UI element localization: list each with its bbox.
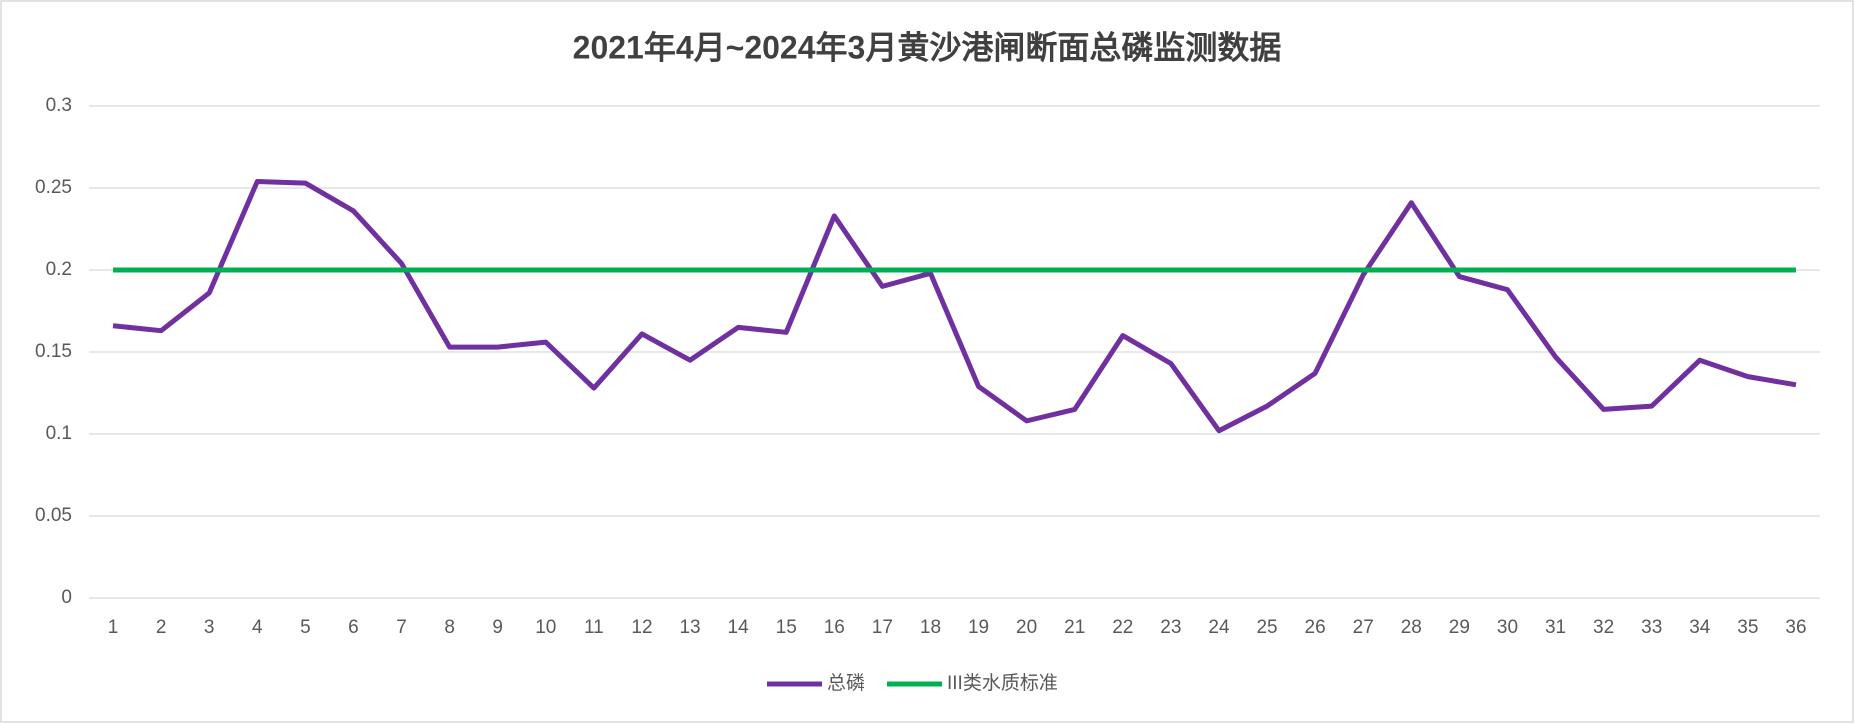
data-line — [112, 178, 1797, 434]
x-tick-label: 28 — [1401, 617, 1422, 638]
x-tick-label: 11 — [584, 617, 604, 638]
x-tick-label: 6 — [348, 617, 359, 638]
y-tick-label: 0.3 — [46, 95, 72, 116]
legend-label: 总磷 — [827, 672, 865, 694]
x-tick-label: 35 — [1737, 617, 1758, 638]
x-tick-label: 1 — [108, 617, 119, 638]
y-tick-label: 0.15 — [35, 341, 72, 362]
x-tick-label: 10 — [535, 617, 556, 638]
x-tick-label: 7 — [396, 617, 407, 638]
chart-title: 2021年4月~2024年3月黄沙港闸断面总磷监测数据 — [573, 29, 1282, 65]
x-tick-label: 31 — [1545, 617, 1566, 638]
y-tick-label: 0.2 — [46, 259, 72, 280]
x-tick-label: 21 — [1064, 617, 1085, 638]
x-tick-label: 19 — [968, 617, 989, 638]
x-tick-label: 33 — [1641, 617, 1662, 638]
x-tick-label: 18 — [920, 617, 941, 638]
y-tick-label: 0 — [61, 587, 72, 608]
x-tick-label: 13 — [679, 617, 700, 638]
x-tick-label: 12 — [631, 617, 652, 638]
x-tick-label: 25 — [1256, 617, 1277, 638]
x-tick-label: 30 — [1497, 617, 1518, 638]
x-tick-label: 15 — [776, 617, 797, 638]
x-tick-label: 16 — [824, 617, 845, 638]
x-tick-label: 22 — [1112, 617, 1133, 638]
x-tick-label: 17 — [872, 617, 893, 638]
x-tick-label: 32 — [1593, 617, 1614, 638]
x-tick-label: 34 — [1689, 617, 1711, 638]
x-tick-label: 24 — [1208, 617, 1230, 638]
x-tick-label: 8 — [444, 617, 455, 638]
x-tick-label: 29 — [1449, 617, 1470, 638]
x-tick-label: 36 — [1785, 617, 1806, 638]
x-tick-label: 4 — [252, 617, 263, 638]
x-tick-label: 14 — [728, 617, 750, 638]
y-tick-label: 0.1 — [46, 423, 72, 444]
x-tick-label: 9 — [492, 617, 503, 638]
legend-label: III类水质标准 — [947, 672, 1058, 694]
x-tick-label: 3 — [204, 617, 215, 638]
x-tick-label: 5 — [300, 617, 311, 638]
x-tick-label: 2 — [156, 617, 167, 638]
x-tick-label: 23 — [1160, 617, 1181, 638]
y-tick-label: 0.05 — [35, 505, 72, 526]
x-tick-label: 26 — [1305, 617, 1326, 638]
y-tick-label: 0.25 — [35, 177, 72, 198]
x-tick-label: 20 — [1016, 617, 1037, 638]
x-tick-label: 27 — [1353, 617, 1374, 638]
